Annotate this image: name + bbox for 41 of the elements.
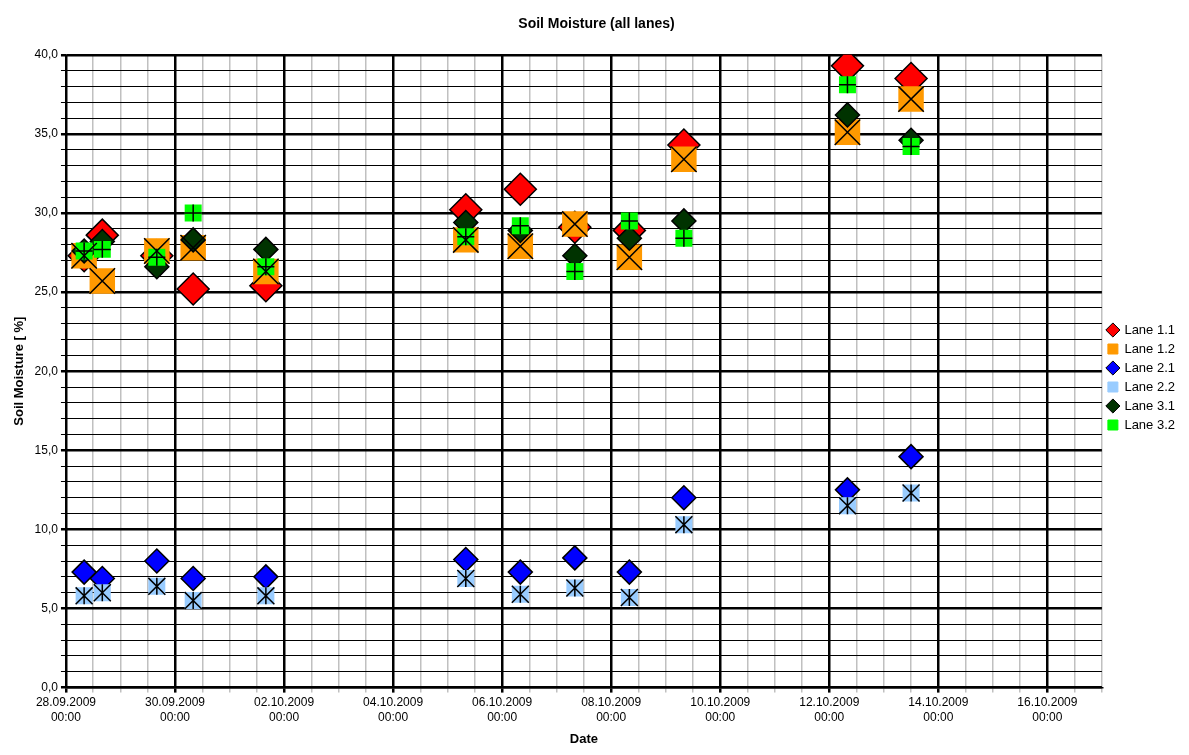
- legend-label: Lane 2.1: [1124, 359, 1176, 375]
- point: [453, 546, 479, 573]
- point: [507, 559, 534, 585]
- x-tick-label: 12.10.2009 00:00: [799, 695, 860, 724]
- point: [180, 565, 206, 592]
- point: [71, 559, 97, 585]
- x-tick-label: 02.10.2009 00:00: [254, 695, 315, 724]
- y-tick-label: 30,0: [34, 205, 59, 220]
- point: [253, 564, 279, 590]
- y-tick-label: 10,0: [34, 521, 59, 536]
- legend-label: Lane 3.2: [1124, 416, 1176, 432]
- y-tick-label: 15,0: [34, 442, 59, 457]
- point: [898, 443, 924, 470]
- y-tick-label: 40,0: [34, 47, 59, 62]
- x-tick-label: 04.10.2009 00:00: [363, 695, 424, 724]
- point: [834, 102, 861, 128]
- chart-title: Soil Moisture (all lanes): [518, 15, 675, 32]
- x-tick-label: 06.10.2009 00:00: [472, 695, 533, 724]
- point: [144, 548, 170, 574]
- y-tick-label: 0,0: [41, 679, 59, 694]
- x-tick-label: 30.09.2009 00:00: [144, 695, 206, 724]
- point: [671, 485, 697, 511]
- legend-label: Lane 2.2: [1124, 378, 1176, 394]
- legend-label: Lane 3.1: [1124, 397, 1176, 413]
- y-axis-title: Soil Moisture [ %]: [11, 316, 27, 426]
- y-tick-label: 20,0: [34, 363, 59, 378]
- y-tick-label: 25,0: [34, 284, 59, 299]
- point: [562, 545, 588, 571]
- x-tick-label: 14.10.2009 00:00: [908, 695, 969, 724]
- y-tick-label: 35,0: [34, 126, 59, 141]
- legend-label: Lane 1.1: [1124, 321, 1176, 337]
- x-tick-label: 28.09.2009 00:00: [35, 695, 97, 724]
- y-tick-label: 5,0: [41, 600, 59, 615]
- x-axis-title: Date: [569, 730, 599, 746]
- x-tick-label: 08.10.2009 00:00: [581, 695, 642, 724]
- point: [176, 272, 210, 306]
- legend-label: Lane 1.2: [1124, 340, 1176, 356]
- point: [503, 172, 538, 207]
- x-tick-label: 10.10.2009 00:00: [690, 695, 751, 724]
- x-tick-label: 16.10.2009 00:00: [1017, 695, 1078, 724]
- point: [616, 559, 643, 585]
